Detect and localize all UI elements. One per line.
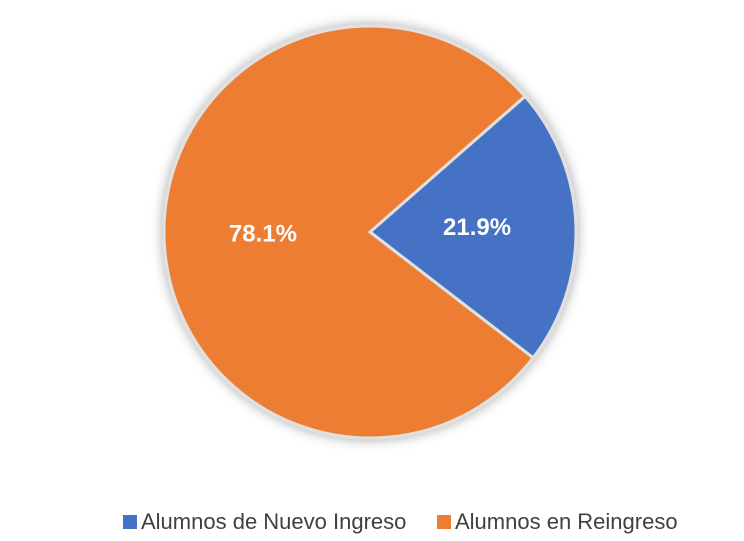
data-label: 78.1% bbox=[229, 221, 297, 248]
pie-slice bbox=[367, 94, 578, 360]
pie-slice bbox=[162, 24, 536, 440]
legend-label: Alumnos de Nuevo Ingreso bbox=[141, 509, 406, 534]
legend-swatch bbox=[437, 515, 451, 529]
data-label: 21.9% bbox=[443, 214, 511, 241]
legend-label: Alumnos en Reingreso bbox=[455, 509, 678, 534]
legend-swatch bbox=[123, 515, 137, 529]
pie bbox=[162, 24, 578, 440]
